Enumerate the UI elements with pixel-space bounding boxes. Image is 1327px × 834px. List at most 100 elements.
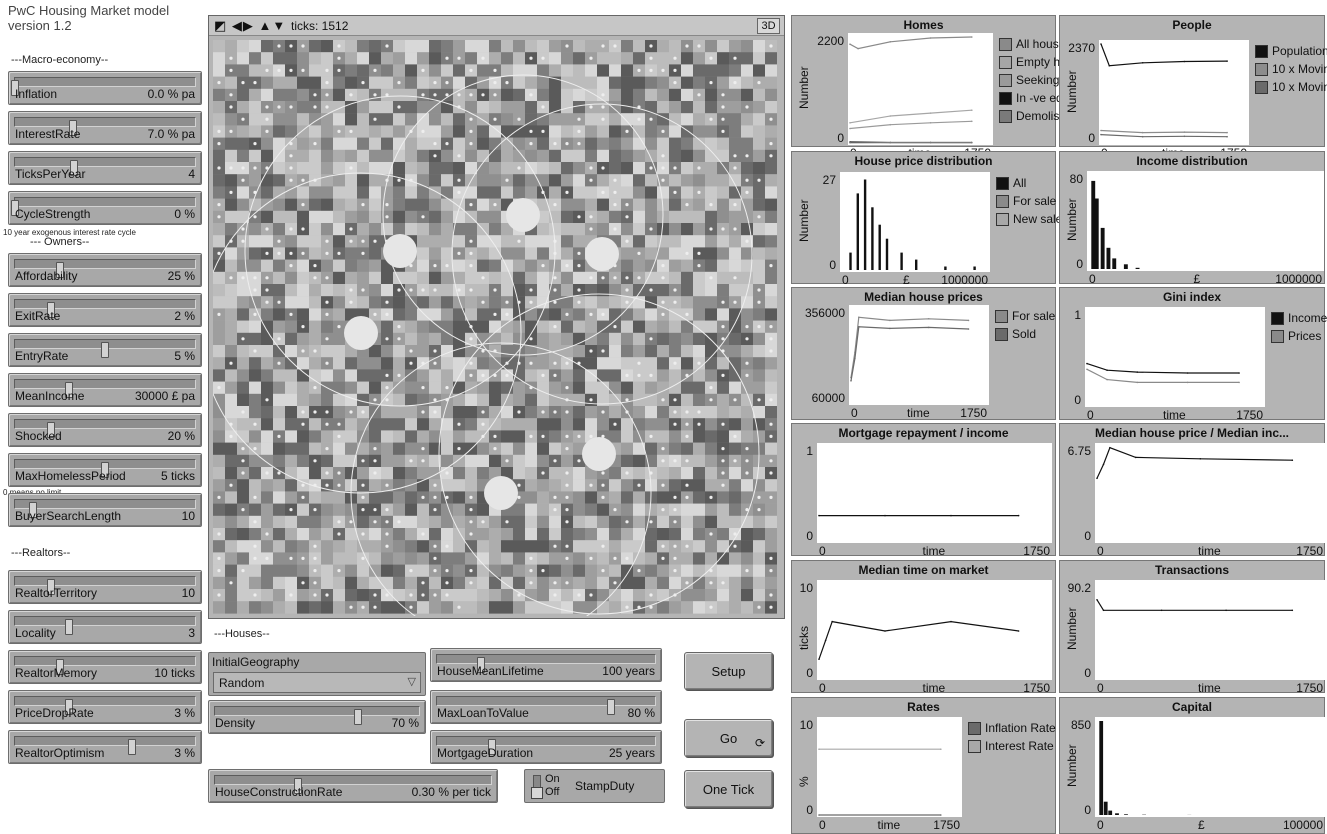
slider-thumb[interactable] — [101, 462, 109, 478]
owner-slider-14[interactable]: PriceDropRate 3 % — [8, 690, 202, 724]
slider-track[interactable] — [214, 775, 492, 794]
slider-track[interactable] — [14, 339, 196, 358]
owner-slider-15[interactable]: RealtorOptimism 3 % — [8, 730, 202, 764]
slider-track[interactable] — [14, 157, 196, 176]
owner-slider-10[interactable]: BuyerSearchLength 10 — [8, 493, 202, 527]
slider-thumb[interactable] — [353, 709, 362, 725]
owner-slider-12[interactable]: Locality 3 — [8, 610, 202, 644]
owner-slider-6[interactable]: EntryRate 5 % — [8, 333, 202, 367]
slider-track[interactable] — [14, 696, 196, 715]
slider-track[interactable] — [14, 736, 196, 755]
slider-track[interactable] — [14, 499, 196, 518]
one-tick-button[interactable]: One Tick — [684, 770, 773, 808]
slider-thumb[interactable] — [47, 422, 55, 438]
series-point-1-5 — [967, 328, 970, 330]
slider-track[interactable] — [214, 706, 420, 725]
slider-thumb[interactable] — [68, 120, 77, 136]
slider-thumb[interactable] — [293, 778, 302, 794]
chooser-value[interactable]: Random ▽ — [213, 672, 421, 693]
owner-slider-1[interactable]: InterestRate 7.0 % pa — [8, 111, 202, 145]
plot-svg — [1099, 721, 1192, 815]
slider-thumb[interactable] — [70, 160, 79, 176]
slider-thumb[interactable] — [101, 342, 109, 358]
bar-0 — [849, 252, 852, 270]
slider-thumb[interactable] — [29, 502, 37, 518]
plot-canvas — [1095, 717, 1325, 817]
owner-slider-11[interactable]: RealtorTerritory 10 — [8, 570, 202, 604]
owner-slider-9[interactable]: MaxHomelessPeriod 5 ticks — [8, 453, 202, 487]
slider-track[interactable] — [14, 259, 196, 278]
slider-thumb[interactable] — [56, 262, 64, 278]
initial-geography-chooser[interactable]: InitialGeography Random ▽ — [208, 652, 426, 696]
owner-slider-3[interactable]: CycleStrength 0 % — [8, 191, 202, 225]
series-point-0-3 — [1183, 60, 1186, 63]
slider-thumb[interactable] — [65, 699, 73, 715]
house-slider-2[interactable]: MortgageDuration 25 years — [430, 730, 662, 764]
slider-track[interactable] — [436, 696, 656, 715]
plot-svg — [849, 36, 973, 144]
plot-price-dist: House price distribution 27 0 0 1000000 £ Numb… — [791, 151, 1068, 287]
world-view[interactable]: ◩ ◀▶ ▲▼ ticks: 1512 3D — [208, 15, 785, 619]
slider-track[interactable] — [436, 736, 656, 755]
slider-track[interactable] — [14, 379, 196, 398]
slider-name: RealtorMemory — [15, 666, 98, 680]
slider-track[interactable] — [11, 197, 196, 216]
slider-track[interactable] — [11, 77, 196, 96]
y-axis-label: Number — [797, 199, 811, 242]
y-max-label: 356000 — [804, 306, 845, 320]
plot-svg — [1096, 599, 1294, 612]
plot-price-income: Median house price / Median inc... 6.75 0 0… — [1059, 423, 1325, 558]
go-button[interactable]: Go ⟳ — [684, 719, 773, 757]
owner-slider-2[interactable]: TicksPerYear 4 — [8, 151, 202, 185]
house-slider-1[interactable]: MaxLoanToValue 80 % — [430, 690, 662, 724]
owner-slider-4[interactable]: Affordability 25 % — [8, 253, 202, 287]
y-axis-label: Number — [1065, 744, 1079, 787]
slider-thumb[interactable] — [65, 382, 73, 398]
plot-title: Median house price / Median inc... — [1094, 426, 1290, 440]
slider-track[interactable] — [436, 654, 656, 673]
x-max-label: 1750 — [1296, 681, 1323, 695]
slider-track[interactable] — [14, 299, 196, 318]
3d-view-button[interactable]: 3D — [757, 18, 780, 34]
slider-track[interactable] — [14, 117, 196, 136]
series-line-2 — [1100, 134, 1228, 138]
slider-thumb[interactable] — [128, 739, 136, 755]
slider-thumb[interactable] — [11, 80, 19, 96]
owner-slider-8[interactable]: Shocked 20 % — [8, 413, 202, 447]
house-slider-0[interactable]: HouseMeanLifetime 100 years — [430, 648, 662, 682]
series-point-0-0 — [1096, 599, 1098, 601]
slider-thumb[interactable] — [607, 699, 616, 715]
y-axis-label: Number — [797, 66, 811, 109]
slider-thumb[interactable] — [47, 579, 55, 595]
series-line-0 — [1100, 43, 1228, 67]
slider-track[interactable] — [14, 419, 196, 438]
slider-name: MortgageDuration — [437, 746, 534, 760]
x-min-label: 0 — [1097, 681, 1104, 695]
bar-3 — [1106, 247, 1111, 269]
series-point-1-1 — [940, 748, 942, 750]
slider-track[interactable] — [14, 656, 196, 675]
setup-button[interactable]: Setup — [684, 652, 773, 690]
slider-thumb[interactable] — [11, 200, 19, 216]
house-slider-3[interactable]: Density 70 % — [208, 700, 426, 734]
owner-slider-13[interactable]: RealtorMemory 10 ticks — [8, 650, 202, 684]
slider-thumb[interactable] — [56, 659, 64, 675]
slider-thumb[interactable] — [476, 657, 485, 673]
owner-slider-5[interactable]: ExitRate 2 % — [8, 293, 202, 327]
slider-thumb[interactable] — [65, 619, 73, 635]
slider-thumb[interactable] — [487, 739, 496, 755]
chooser-selected: Random — [219, 676, 265, 690]
slider-track[interactable] — [14, 616, 196, 635]
stamp-duty-switch[interactable]: On Off StampDuty — [524, 769, 665, 803]
slider-track[interactable] — [14, 576, 196, 595]
slider-track[interactable] — [14, 459, 196, 478]
slider-thumb[interactable] — [47, 302, 55, 318]
switch-knob[interactable] — [531, 787, 543, 799]
owner-slider-0[interactable]: Inflation 0.0 % pa — [8, 71, 202, 105]
world-canvas[interactable] — [213, 40, 781, 616]
house-slider-4[interactable]: HouseConstructionRate 0.30 % per tick — [208, 769, 498, 803]
series-point-0-1 — [940, 814, 942, 816]
series-line-0 — [818, 620, 1019, 660]
owner-slider-7[interactable]: MeanIncome 30000 £ pa — [8, 373, 202, 407]
view-control-icons[interactable]: ◩ ◀▶ ▲▼ — [214, 18, 287, 33]
